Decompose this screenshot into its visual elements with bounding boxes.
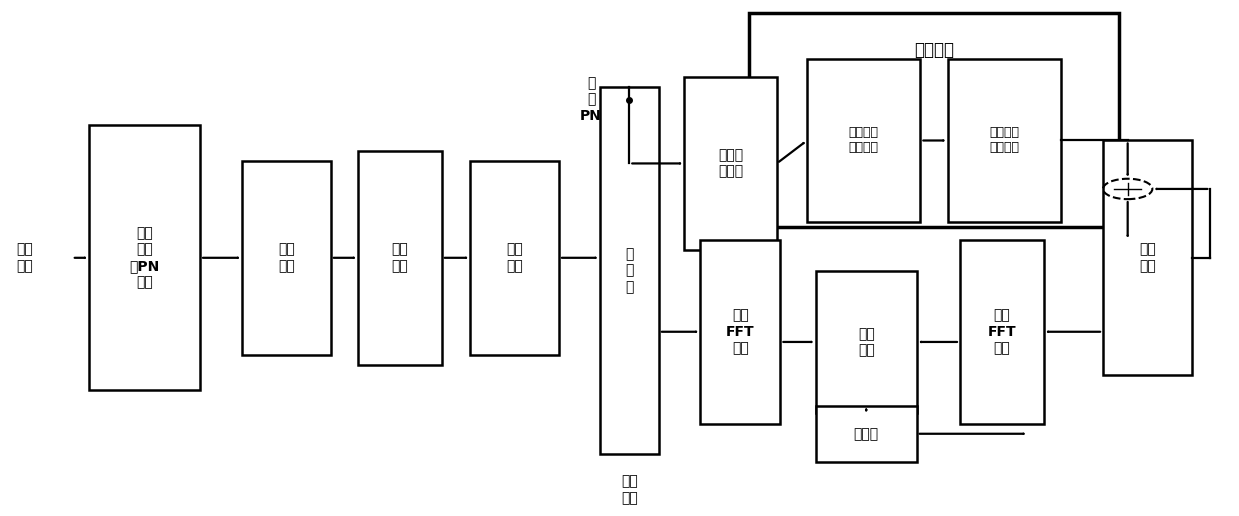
Text: 去交织: 去交织 bbox=[854, 427, 878, 441]
Text: 载波频偏
估计单元: 载波频偏 估计单元 bbox=[849, 126, 878, 154]
Bar bbox=[242, 161, 331, 354]
Bar bbox=[807, 59, 921, 222]
Bar bbox=[750, 13, 1119, 227]
Bar bbox=[960, 240, 1043, 424]
Text: 信号
数据: 信号 数据 bbox=[621, 475, 638, 505]
Bar bbox=[89, 125, 201, 391]
Bar bbox=[815, 406, 917, 462]
Text: 第一
FFT
单元: 第一 FFT 单元 bbox=[987, 309, 1016, 355]
Text: 信道
估计: 信道 估计 bbox=[1139, 243, 1156, 273]
Bar bbox=[948, 59, 1061, 222]
Text: 串并
转换: 串并 转换 bbox=[392, 243, 409, 273]
Text: 载波频偏
校正单元: 载波频偏 校正单元 bbox=[989, 126, 1020, 154]
Bar bbox=[700, 240, 781, 424]
Text: 成型
滤波: 成型 滤波 bbox=[278, 243, 295, 273]
Text: 第二
FFT
单元: 第二 FFT 单元 bbox=[726, 309, 755, 355]
Bar bbox=[815, 270, 917, 413]
Bar bbox=[358, 151, 442, 365]
Text: 循
环
PN: 循 环 PN bbox=[580, 76, 602, 123]
Text: 嵌套
式循
环PN
插入: 嵌套 式循 环PN 插入 bbox=[130, 227, 160, 289]
Text: 均衡
单元: 均衡 单元 bbox=[857, 327, 875, 357]
Text: 同步单元: 同步单元 bbox=[914, 41, 954, 59]
Text: 匹配
滤波: 匹配 滤波 bbox=[507, 243, 523, 273]
Text: 分
离
器: 分 离 器 bbox=[626, 247, 633, 294]
Bar bbox=[471, 161, 559, 354]
Bar bbox=[684, 77, 777, 250]
Text: 输入
信号: 输入 信号 bbox=[16, 243, 33, 273]
Text: 定时同
步单元: 定时同 步单元 bbox=[717, 148, 743, 179]
Bar bbox=[1103, 140, 1192, 375]
Bar bbox=[600, 87, 659, 454]
